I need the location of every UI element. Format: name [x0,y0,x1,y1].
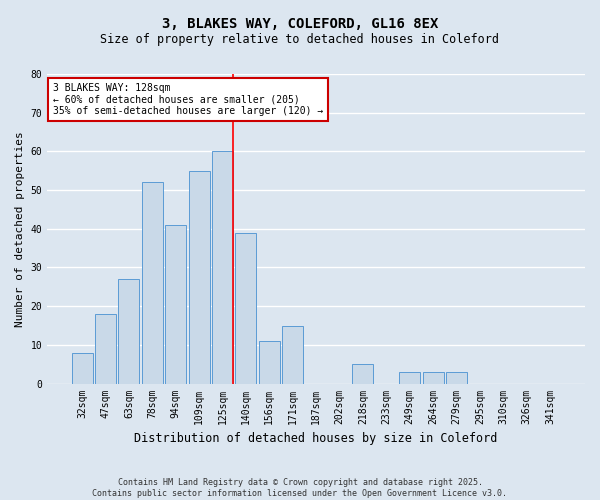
Text: 3 BLAKES WAY: 128sqm
← 60% of detached houses are smaller (205)
35% of semi-deta: 3 BLAKES WAY: 128sqm ← 60% of detached h… [53,84,323,116]
Bar [282,326,303,384]
Bar [259,341,280,384]
Text: Size of property relative to detached houses in Coleford: Size of property relative to detached ho… [101,32,499,46]
Bar [235,232,256,384]
Bar [71,352,92,384]
Text: Contains HM Land Registry data © Crown copyright and database right 2025.
Contai: Contains HM Land Registry data © Crown c… [92,478,508,498]
Bar [165,225,186,384]
Bar [352,364,373,384]
Bar [212,152,233,384]
Bar [142,182,163,384]
Text: 3, BLAKES WAY, COLEFORD, GL16 8EX: 3, BLAKES WAY, COLEFORD, GL16 8EX [162,18,438,32]
Bar [118,279,139,384]
Bar [188,170,209,384]
Bar [422,372,443,384]
Y-axis label: Number of detached properties: Number of detached properties [15,131,25,326]
Bar [399,372,420,384]
X-axis label: Distribution of detached houses by size in Coleford: Distribution of detached houses by size … [134,432,498,445]
Bar [95,314,116,384]
Bar [446,372,467,384]
